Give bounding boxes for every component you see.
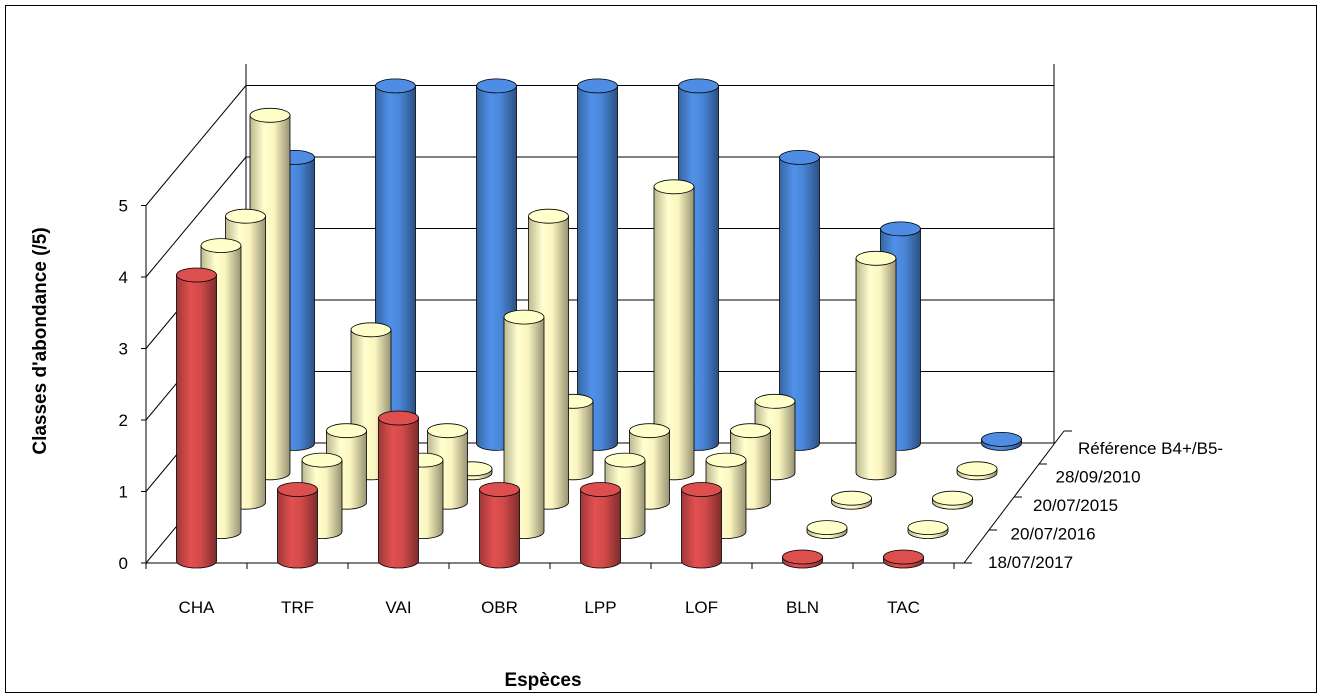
x-tick-label: BLN [786,598,819,617]
bar [378,410,419,569]
bar [681,482,722,569]
bar-top [678,78,719,94]
bar-top [301,452,343,468]
bar [653,179,695,481]
series-label: 20/07/2016 [1011,525,1096,544]
bar-top [503,309,545,325]
x-axis-title: Espèces [504,670,581,691]
side-gridline [145,85,247,206]
bar-body [855,257,897,481]
x-tick-label: TRF [281,598,314,617]
bar-top [730,423,771,439]
bar-top [577,78,618,94]
bar [503,309,545,539]
bar-body [378,417,419,569]
chart-bars [176,78,1022,569]
bar-top [754,393,796,409]
bar-top [932,490,973,506]
bar-top [277,482,318,497]
bar-top [779,149,820,165]
bar-top [782,549,823,565]
bar-top [350,322,392,338]
side-gridline [145,156,247,278]
y-tick-label: 0 [119,554,128,573]
bar [956,461,998,481]
bar-top [528,208,569,224]
bar-top [855,250,897,266]
x-tick-label: TAC [887,598,920,617]
bar-top [653,179,695,195]
bar-top [225,208,266,224]
bar [782,549,823,569]
abundance-chart: 0 1 2 3 4 5 CHA TRF VAI OBR LPP LOF BLN TAC Référence … [30,64,1223,692]
bar [176,267,217,569]
y-tick-label: 3 [119,340,128,359]
bar-top [176,267,217,283]
bar-top [375,78,416,94]
bar-top [705,452,747,468]
y-axis-title: Classes d'abondance (/5) [30,227,51,454]
x-tick-label: CHA [179,598,216,617]
chart-labels: 0 1 2 3 4 5 CHA TRF VAI OBR LPP LOF BLN TAC Référence … [30,197,1223,692]
series-label: Référence B4+/B5- [1078,439,1223,458]
bar [831,490,872,510]
bar [577,78,618,451]
bar-top [479,482,520,497]
x-tick-label: OBR [481,598,518,617]
bar-top [249,107,291,123]
x-tick-label: LPP [584,598,616,617]
bar [981,431,1022,451]
bar-top [880,221,921,237]
bar-top [200,238,242,254]
series-label: 28/09/2010 [1056,468,1141,487]
y-tick-label: 2 [119,411,128,430]
series-label: 20/07/2015 [1033,496,1118,515]
bar [855,250,897,481]
bar-body [176,274,217,569]
bar-top [427,423,468,439]
bar-top [806,520,848,535]
bar [479,482,520,569]
chart-frame: 0 1 2 3 4 5 CHA TRF VAI OBR LPP LOF BLN TAC Référence … [5,5,1317,693]
bar-top [981,431,1022,447]
bar-body [681,489,722,569]
bar [883,549,924,569]
bar-top [681,482,722,497]
bar-body [277,489,318,569]
bar-top [326,423,367,439]
bar-top [378,410,419,426]
bar-top [883,549,924,565]
bar-top [956,461,998,477]
bar [580,482,621,569]
bar [277,482,318,569]
y-tick-label: 1 [119,483,128,502]
x-tick-label: VAI [385,598,411,617]
bar [907,520,949,539]
bar-top [831,490,872,506]
bar-top [580,482,621,497]
bar-top [907,520,949,535]
y-tick-label: 5 [119,197,128,216]
y-tick-label: 4 [119,268,128,287]
bar-body [479,489,520,569]
bar [932,490,973,510]
bar-top [476,78,517,94]
series-label: 18/07/2017 [988,553,1073,572]
bar-top [604,452,646,468]
x-tick-label: LOF [685,598,718,617]
bar-body [580,489,621,569]
bar-top [629,423,670,439]
bar [806,520,848,539]
